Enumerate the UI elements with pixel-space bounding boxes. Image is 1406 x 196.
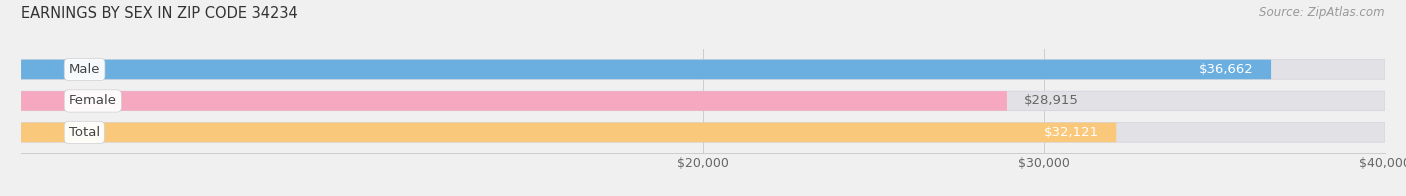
FancyBboxPatch shape [21, 91, 1385, 111]
Text: Female: Female [69, 94, 117, 107]
FancyBboxPatch shape [21, 123, 1116, 142]
FancyBboxPatch shape [21, 91, 1007, 111]
Text: Male: Male [69, 63, 100, 76]
Text: Source: ZipAtlas.com: Source: ZipAtlas.com [1260, 6, 1385, 19]
Text: $28,915: $28,915 [1024, 94, 1078, 107]
FancyBboxPatch shape [21, 60, 1271, 79]
Text: EARNINGS BY SEX IN ZIP CODE 34234: EARNINGS BY SEX IN ZIP CODE 34234 [21, 6, 298, 21]
FancyBboxPatch shape [21, 60, 1385, 79]
FancyBboxPatch shape [21, 123, 1385, 142]
Text: $32,121: $32,121 [1045, 126, 1099, 139]
Text: Total: Total [69, 126, 100, 139]
Text: $36,662: $36,662 [1199, 63, 1254, 76]
